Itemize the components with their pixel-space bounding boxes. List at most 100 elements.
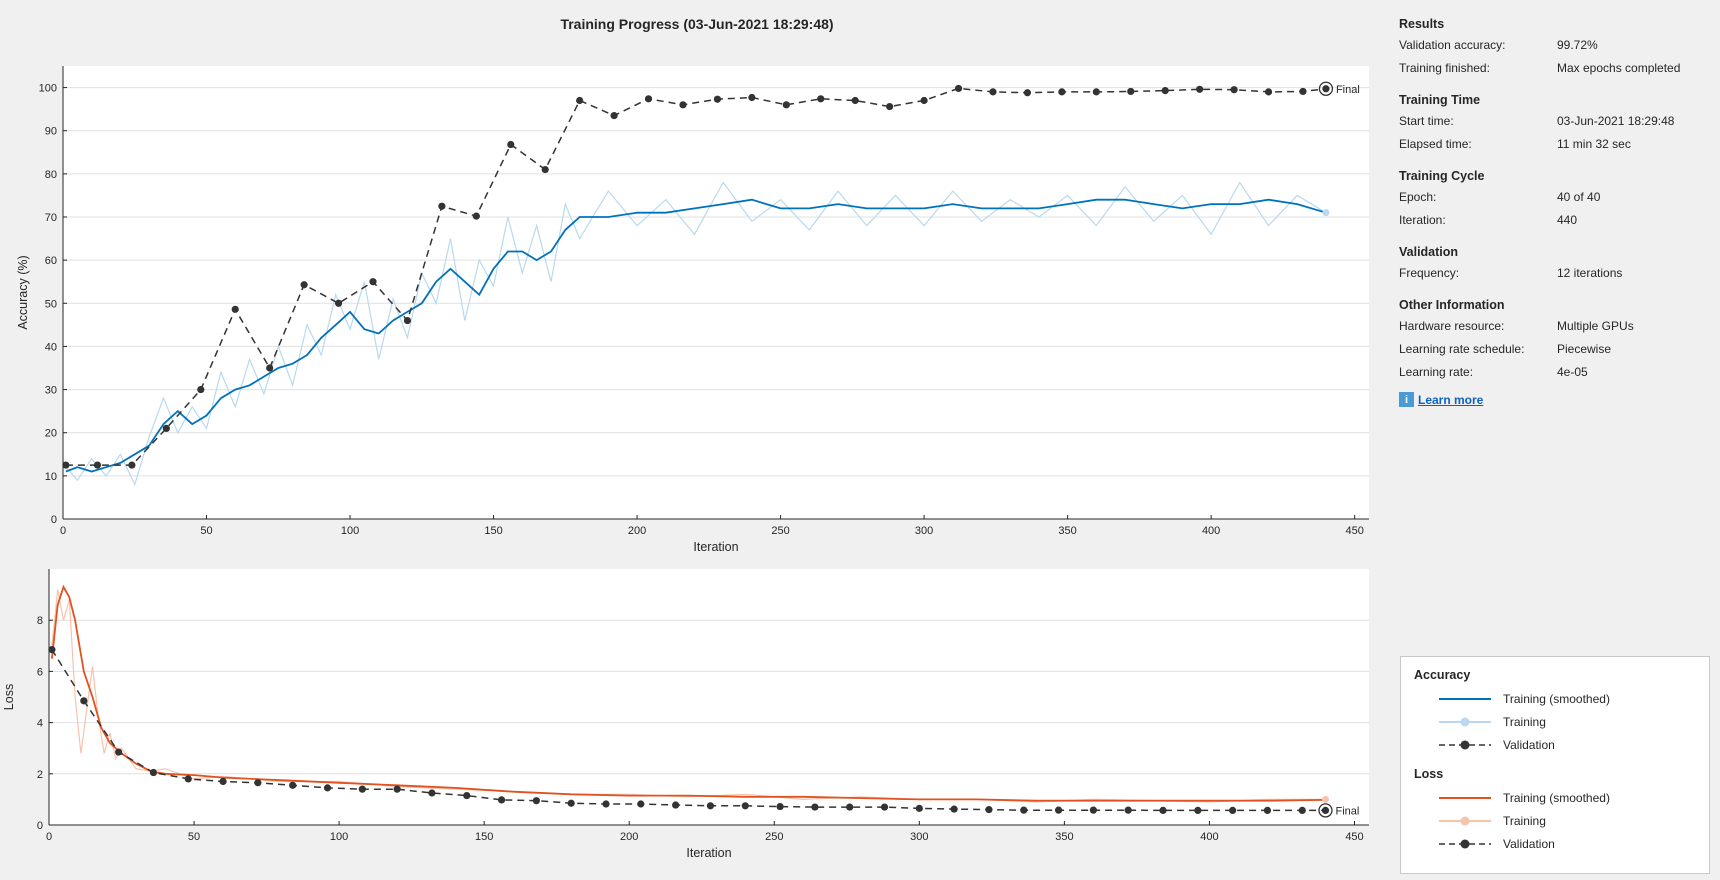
info-value: Multiple GPUs xyxy=(1557,319,1634,333)
validation-point xyxy=(950,805,958,813)
legend-item: Validation xyxy=(1401,733,1709,756)
legend-swatch xyxy=(1439,697,1491,700)
plot-area xyxy=(63,66,1369,519)
validation-point xyxy=(576,96,584,105)
validation-point xyxy=(811,803,819,811)
validation-point xyxy=(706,802,715,810)
legend-label: Training (smoothed) xyxy=(1503,691,1610,706)
validation-point xyxy=(1124,806,1132,814)
info-key: Training finished: xyxy=(1399,61,1490,75)
y-tick-label: 70 xyxy=(45,212,57,224)
validation-point xyxy=(846,803,854,811)
validation-point xyxy=(1230,86,1238,94)
validation-point xyxy=(358,785,366,793)
validation-point xyxy=(1299,87,1307,96)
validation-point xyxy=(954,84,963,93)
legend-swatch xyxy=(1439,740,1491,749)
legend-swatch xyxy=(1439,839,1491,848)
validation-point xyxy=(93,461,102,469)
section-title: Validation xyxy=(1399,245,1459,259)
info-value: 440 xyxy=(1557,213,1578,227)
validation-point xyxy=(1196,85,1204,93)
legend-swatch xyxy=(1439,717,1491,726)
validation-point xyxy=(393,785,401,793)
validation-point xyxy=(1298,806,1306,815)
x-tick-label: 100 xyxy=(330,831,348,843)
validation-point xyxy=(266,364,274,372)
y-axis-label: Loss xyxy=(2,684,16,710)
y-tick-label: 80 xyxy=(45,169,57,181)
validation-point xyxy=(115,748,123,756)
x-tick-label: 450 xyxy=(1345,525,1363,537)
validation-point xyxy=(403,316,412,325)
legend-label: Training xyxy=(1503,714,1546,729)
info-row: Elapsed time: 11 min 32 sec xyxy=(1399,133,1709,156)
validation-point xyxy=(254,779,262,787)
validation-point xyxy=(463,791,471,800)
info-key: Learning rate schedule: xyxy=(1399,342,1525,356)
x-tick-label: 400 xyxy=(1200,831,1218,843)
x-tick-label: 250 xyxy=(771,525,789,537)
validation-point xyxy=(985,806,993,814)
legend-item: Training xyxy=(1401,809,1709,832)
x-tick-label: 350 xyxy=(1058,525,1076,537)
validation-point xyxy=(1159,806,1167,815)
validation-point xyxy=(644,95,653,103)
validation-point xyxy=(920,96,928,105)
validation-point xyxy=(567,799,575,807)
validation-point xyxy=(1054,806,1063,814)
validation-point xyxy=(610,112,618,120)
validation-point xyxy=(989,88,997,96)
y-tick-label: 90 xyxy=(45,126,57,138)
validation-line xyxy=(65,87,1326,466)
y-tick-label: 30 xyxy=(45,385,57,397)
x-tick-label: 50 xyxy=(188,831,200,843)
info-value: 99.72% xyxy=(1557,38,1598,52)
info-row: Iteration: 440 xyxy=(1399,209,1709,232)
learn-more-row: i Learn more xyxy=(1399,392,1709,407)
y-tick-label: 0 xyxy=(37,820,43,832)
info-row: Learning rate schedule: Piecewise xyxy=(1399,338,1709,361)
info-value: Piecewise xyxy=(1557,342,1612,356)
y-tick-label: 50 xyxy=(45,298,57,310)
info-icon: i xyxy=(1399,392,1414,407)
info-key: Validation accuracy: xyxy=(1399,38,1506,52)
info-value: Max epochs completed xyxy=(1557,61,1681,75)
legend-label: Training (smoothed) xyxy=(1503,790,1610,805)
info-value: 11 min 32 sec xyxy=(1557,137,1631,151)
y-tick-label: 60 xyxy=(45,255,57,267)
validation-point xyxy=(602,800,610,808)
info-key: Learning rate: xyxy=(1399,365,1474,379)
section-title: Results xyxy=(1399,17,1445,31)
info-key: Start time: xyxy=(1399,114,1454,128)
legend-label: Validation xyxy=(1503,737,1555,752)
validation-point xyxy=(776,802,784,811)
validation-point xyxy=(1058,88,1066,96)
validation-point xyxy=(62,461,70,469)
validation-point xyxy=(300,281,308,289)
x-tick-label: 200 xyxy=(628,525,646,537)
info-row: Training finished: Max epochs completed xyxy=(1399,57,1709,80)
validation-point xyxy=(48,646,56,654)
validation-point xyxy=(1089,806,1097,814)
validation-point xyxy=(334,299,343,307)
x-axis-label: Iteration xyxy=(693,540,738,554)
training-smoothed-line xyxy=(51,584,1326,802)
final-label: Final xyxy=(1335,805,1359,817)
validation-point xyxy=(1020,806,1028,814)
x-tick-label: 200 xyxy=(620,831,638,843)
info-row: Validation accuracy: 99.72% xyxy=(1399,34,1709,57)
validation-point xyxy=(323,784,332,792)
y-tick-label: 4 xyxy=(37,718,43,730)
plot-area xyxy=(49,569,1369,825)
x-tick-label: 100 xyxy=(341,525,359,537)
training-final-point xyxy=(1322,209,1330,217)
legend-item: Training (smoothed) xyxy=(1401,687,1709,710)
learn-more-link[interactable]: Learn more xyxy=(1418,392,1484,407)
validation-point xyxy=(472,212,480,220)
validation-point xyxy=(197,385,205,394)
y-tick-label: 2 xyxy=(37,769,43,781)
training-final-point xyxy=(1321,795,1329,803)
info-row: Learning rate: 4e-05 xyxy=(1399,361,1709,384)
validation-point xyxy=(782,101,790,109)
